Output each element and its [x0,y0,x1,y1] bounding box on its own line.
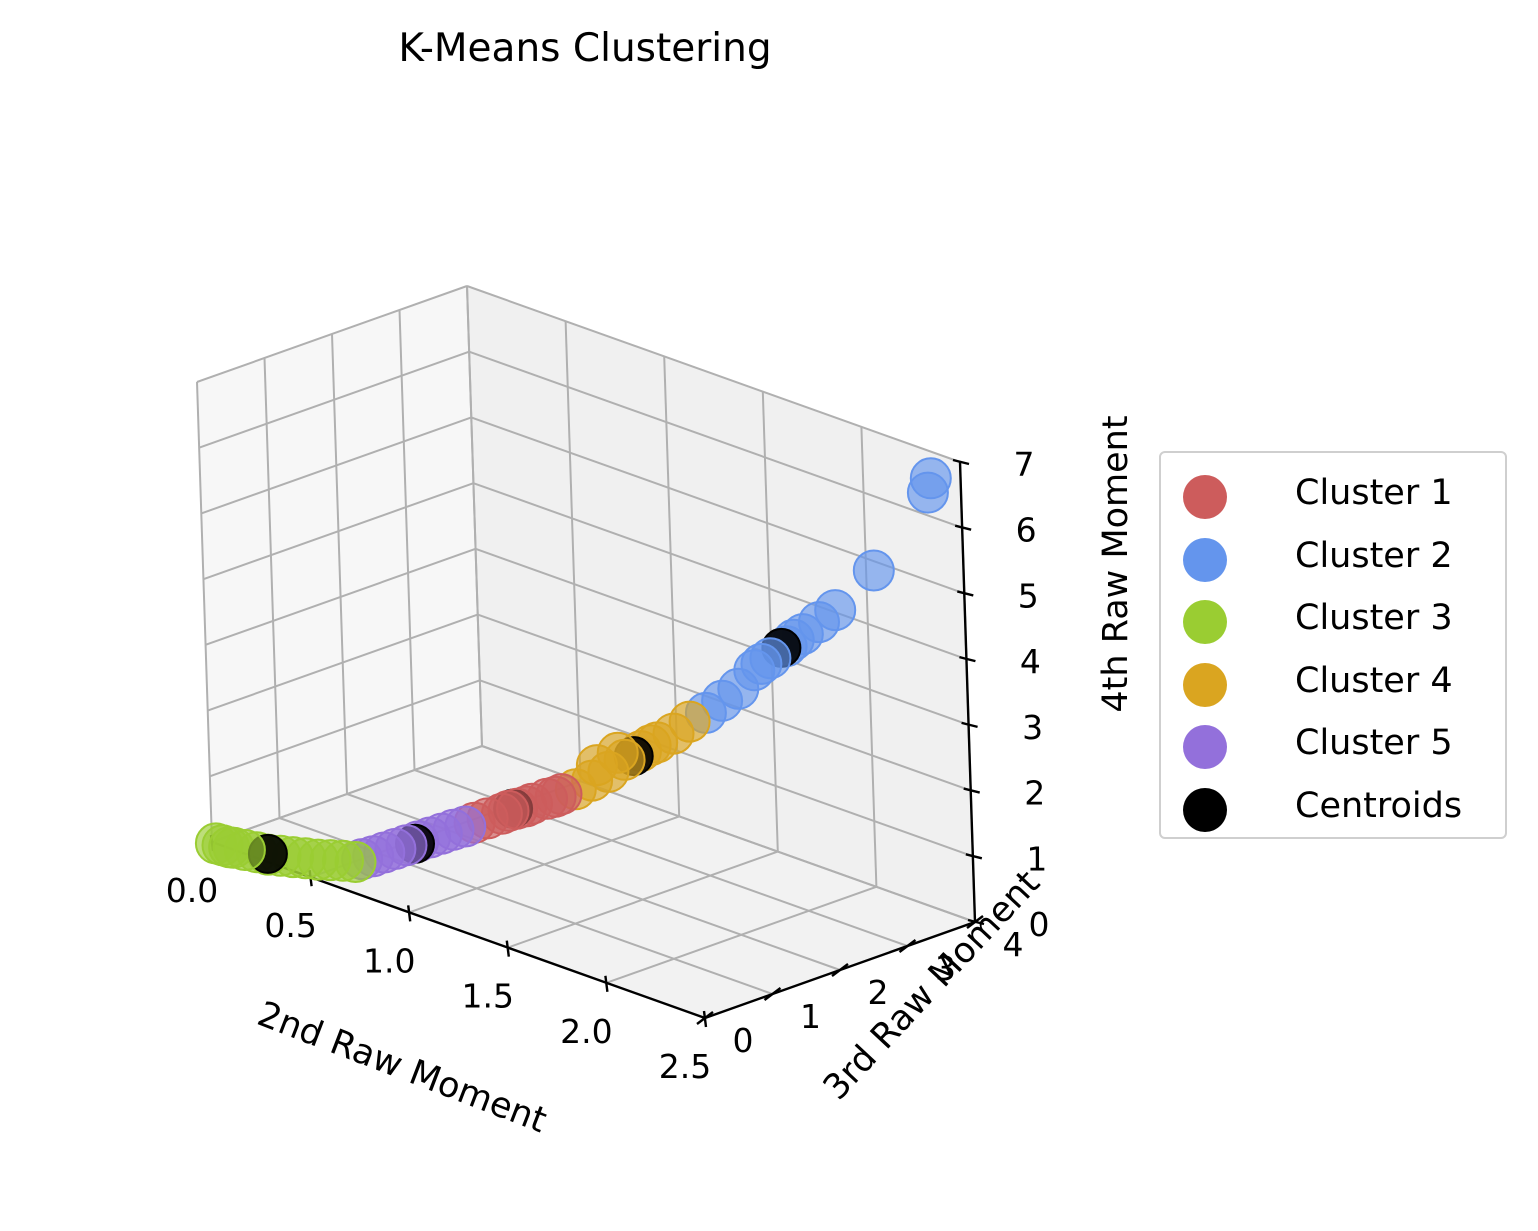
x-tick [505,940,510,957]
data-point-cluster-3 [223,829,266,871]
grid-line-z-left [211,745,483,843]
x-tick-label: 1.0 [363,941,415,980]
legend-marker [1183,600,1227,644]
grid-line-z-left [203,482,474,581]
z-tick [965,853,983,860]
legend-label: Cluster 1 [1295,473,1453,513]
data-point-cluster-2 [852,549,895,592]
legend-item: Cluster 1 [1161,467,1505,527]
grid-line-z-back [468,350,963,529]
legend-marker [1183,725,1227,769]
legend-label: Cluster 4 [1295,660,1453,701]
grid-line-x-wall [761,391,779,852]
z-axis-label: 4th Raw Moment [1096,415,1136,712]
y-tick-label: 0 [733,1021,754,1060]
z-tick-label: 3 [1022,708,1043,747]
z-tick [956,590,974,597]
grid-line-z-left [198,350,470,449]
legend-item: Cluster 5 [1161,717,1505,777]
legend-marker [1183,787,1227,832]
x-tick [604,975,609,992]
z-tick-label: 5 [1018,576,1039,615]
legend-item: Cluster 2 [1161,530,1505,590]
grid-line-z-left [205,547,476,646]
legend-label: Centroids [1295,785,1463,826]
x-tick-label: 0.0 [166,871,218,910]
grid-line-y-wall [263,357,281,819]
grid-line-z-left [209,679,481,778]
y-tick-label: 4 [1003,925,1024,964]
z-tick-label: 2 [1024,774,1045,813]
legend-item: Cluster 4 [1161,655,1505,715]
legend-item: Centroids [1161,780,1505,840]
grid-line-z-back [473,482,967,661]
x-axis-label: 2nd Raw Moment [252,994,552,1141]
z-tick [952,458,970,466]
x-tick-label: 2.0 [560,1012,612,1051]
legend-marker [1183,537,1227,582]
y-tick-label: 2 [868,973,889,1012]
z-tick [963,787,981,794]
z-tick [959,655,976,663]
legend-item: Cluster 3 [1161,592,1505,652]
y-tick-label: 3 [935,949,956,988]
grid-line-y-wall [398,309,416,771]
y-tick [831,963,849,977]
x-tick-label: 0.5 [264,906,316,945]
x-tick-label: 2.5 [659,1047,711,1086]
x-tick-label: 1.5 [462,977,514,1016]
y-tick-label: 1 [800,997,821,1036]
z-tick-label: 6 [1016,511,1037,550]
z-tick [967,918,985,926]
legend-marker [1183,475,1227,519]
grid-line-y-wall [196,381,213,843]
grid-line-z-left [196,285,468,383]
grid-line-z-back [475,547,969,726]
legend-label: Cluster 3 [1295,598,1453,638]
grid-line-z-back [479,679,974,858]
z-axis-line [958,461,977,923]
grid-line-x-wall [564,321,582,782]
legend-label: Cluster 5 [1295,723,1453,763]
data-points [194,457,952,883]
z-tick-label: 4 [1020,642,1041,681]
z-tick-label: 0 [1029,905,1050,944]
z-tick-label: 1 [1026,839,1047,878]
data-point-cluster-2 [906,471,949,514]
y-tick [696,1011,714,1025]
grid-line-x-wall [860,426,878,887]
legend-marker [1183,662,1227,707]
chart-title: K-Means Clustering [398,26,772,71]
z-tick [954,524,972,531]
z-tick [961,721,978,729]
grid-line-z-back [466,285,961,463]
y-tick [898,939,917,953]
legend: Cluster 1 Cluster 2 Cluster 3 Cluster 4 Clus… [1159,451,1507,839]
x-tick [407,905,412,922]
legend-label: Cluster 2 [1295,535,1453,576]
grid-line-y-wall [466,285,483,747]
grid-line-z-left [200,416,472,515]
z-tick-label: 7 [1014,445,1035,484]
y-tick [763,987,782,1001]
grid-line-z-left [207,613,479,712]
grid-line-y-wall [331,333,348,795]
